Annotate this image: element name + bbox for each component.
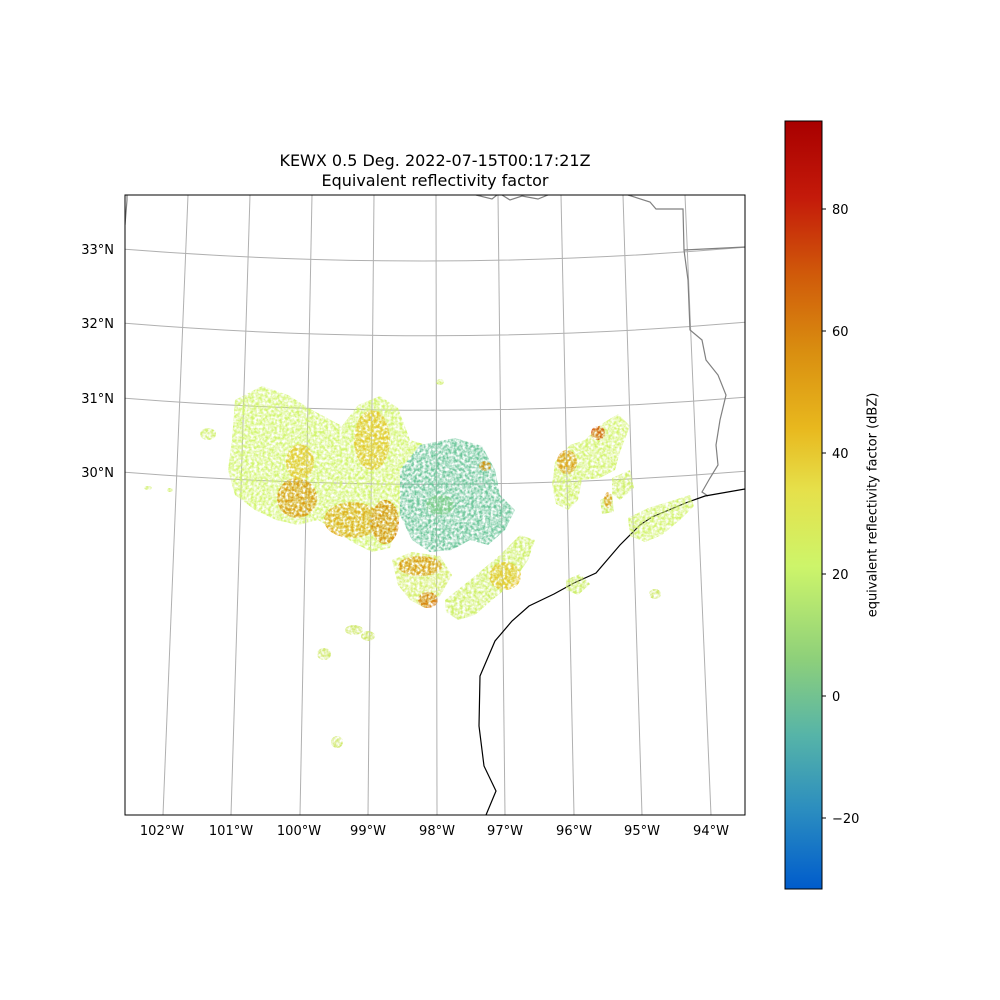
map-panel: 33°N 32°N 31°N 30°N 102°W 101°W 100°W 99… (81, 194, 746, 839)
colorbar-tick-label: 20 (832, 568, 849, 583)
lon-tick-label: 98°W (419, 824, 455, 839)
lon-line-95 (622, 195, 643, 815)
colorbar-tick-label: −20 (832, 812, 859, 827)
echo-east-2 (628, 495, 694, 542)
echo-small-1 (200, 428, 216, 440)
latitude-tick-labels: 33°N 32°N 31°N 30°N (81, 243, 114, 481)
lat-line-32 (125, 321, 745, 337)
lat-tick-label: 31°N (81, 392, 114, 407)
echo-small-7 (144, 486, 152, 490)
lat-line-31 (125, 396, 745, 411)
lon-tick-label: 96°W (556, 824, 592, 839)
echo-east-4 (566, 574, 590, 595)
echo-small-8 (167, 488, 173, 492)
lon-tick-label: 95°W (624, 824, 660, 839)
lat-tick-label: 33°N (81, 243, 114, 258)
core-6 (398, 556, 442, 576)
colorbar-ramp (784, 120, 823, 890)
lon-tick-label: 101°W (209, 824, 253, 839)
map-subtitle: Equivalent reflectivity factor (321, 171, 549, 190)
echo-small-5 (331, 736, 343, 748)
map-border (124, 194, 746, 816)
state-borders (125, 195, 745, 497)
colorbar-tick-label: 40 (832, 447, 849, 462)
core-8 (489, 562, 521, 590)
lat-tick-label: 30°N (81, 466, 114, 481)
reflectivity-cores (277, 410, 612, 608)
core-9 (557, 450, 577, 474)
core-10 (591, 426, 605, 440)
lat-line-33 (125, 246, 745, 262)
echo-small-2 (345, 625, 363, 635)
echo-small-3 (361, 631, 375, 641)
lon-tick-label: 94°W (693, 824, 729, 839)
echo-small-9 (436, 379, 444, 385)
core-7 (418, 592, 438, 608)
core-13 (426, 495, 454, 515)
lat-tick-label: 32°N (81, 317, 114, 332)
colorbar-tick-label: 0 (832, 690, 840, 705)
core-4 (371, 500, 399, 544)
map-title: KEWX 0.5 Deg. 2022-07-15T00:17:21Z (279, 151, 591, 170)
echo-small-6 (649, 589, 661, 599)
colorbar-ticks (822, 208, 826, 819)
lon-tick-label: 99°W (350, 824, 386, 839)
colorbar: 80 60 40 20 0 −20 (784, 120, 859, 890)
echo-small-4 (317, 648, 331, 660)
colorbar-label: equivalent reflectivity factor (dBZ) (865, 392, 881, 618)
lon-tick-label: 102°W (140, 824, 184, 839)
lon-line-102 (162, 195, 189, 815)
core-11 (479, 461, 491, 471)
echo-east-3 (612, 470, 634, 500)
core-1 (354, 410, 390, 470)
core-3 (324, 502, 380, 538)
colorbar-tick-label: 80 (832, 203, 849, 218)
lon-tick-label: 100°W (277, 824, 321, 839)
colorbar-tick-label: 60 (832, 325, 849, 340)
core-12 (604, 492, 612, 508)
lon-tick-label: 97°W (487, 824, 523, 839)
longitude-tick-labels: 102°W 101°W 100°W 99°W 98°W 97°W 96°W 95… (140, 824, 729, 839)
colorbar-tick-labels: 80 60 40 20 0 −20 (832, 203, 859, 827)
echo-east-1 (552, 414, 630, 510)
core-2 (277, 478, 317, 518)
lon-line-101 (230, 195, 251, 815)
core-5 (286, 444, 314, 480)
